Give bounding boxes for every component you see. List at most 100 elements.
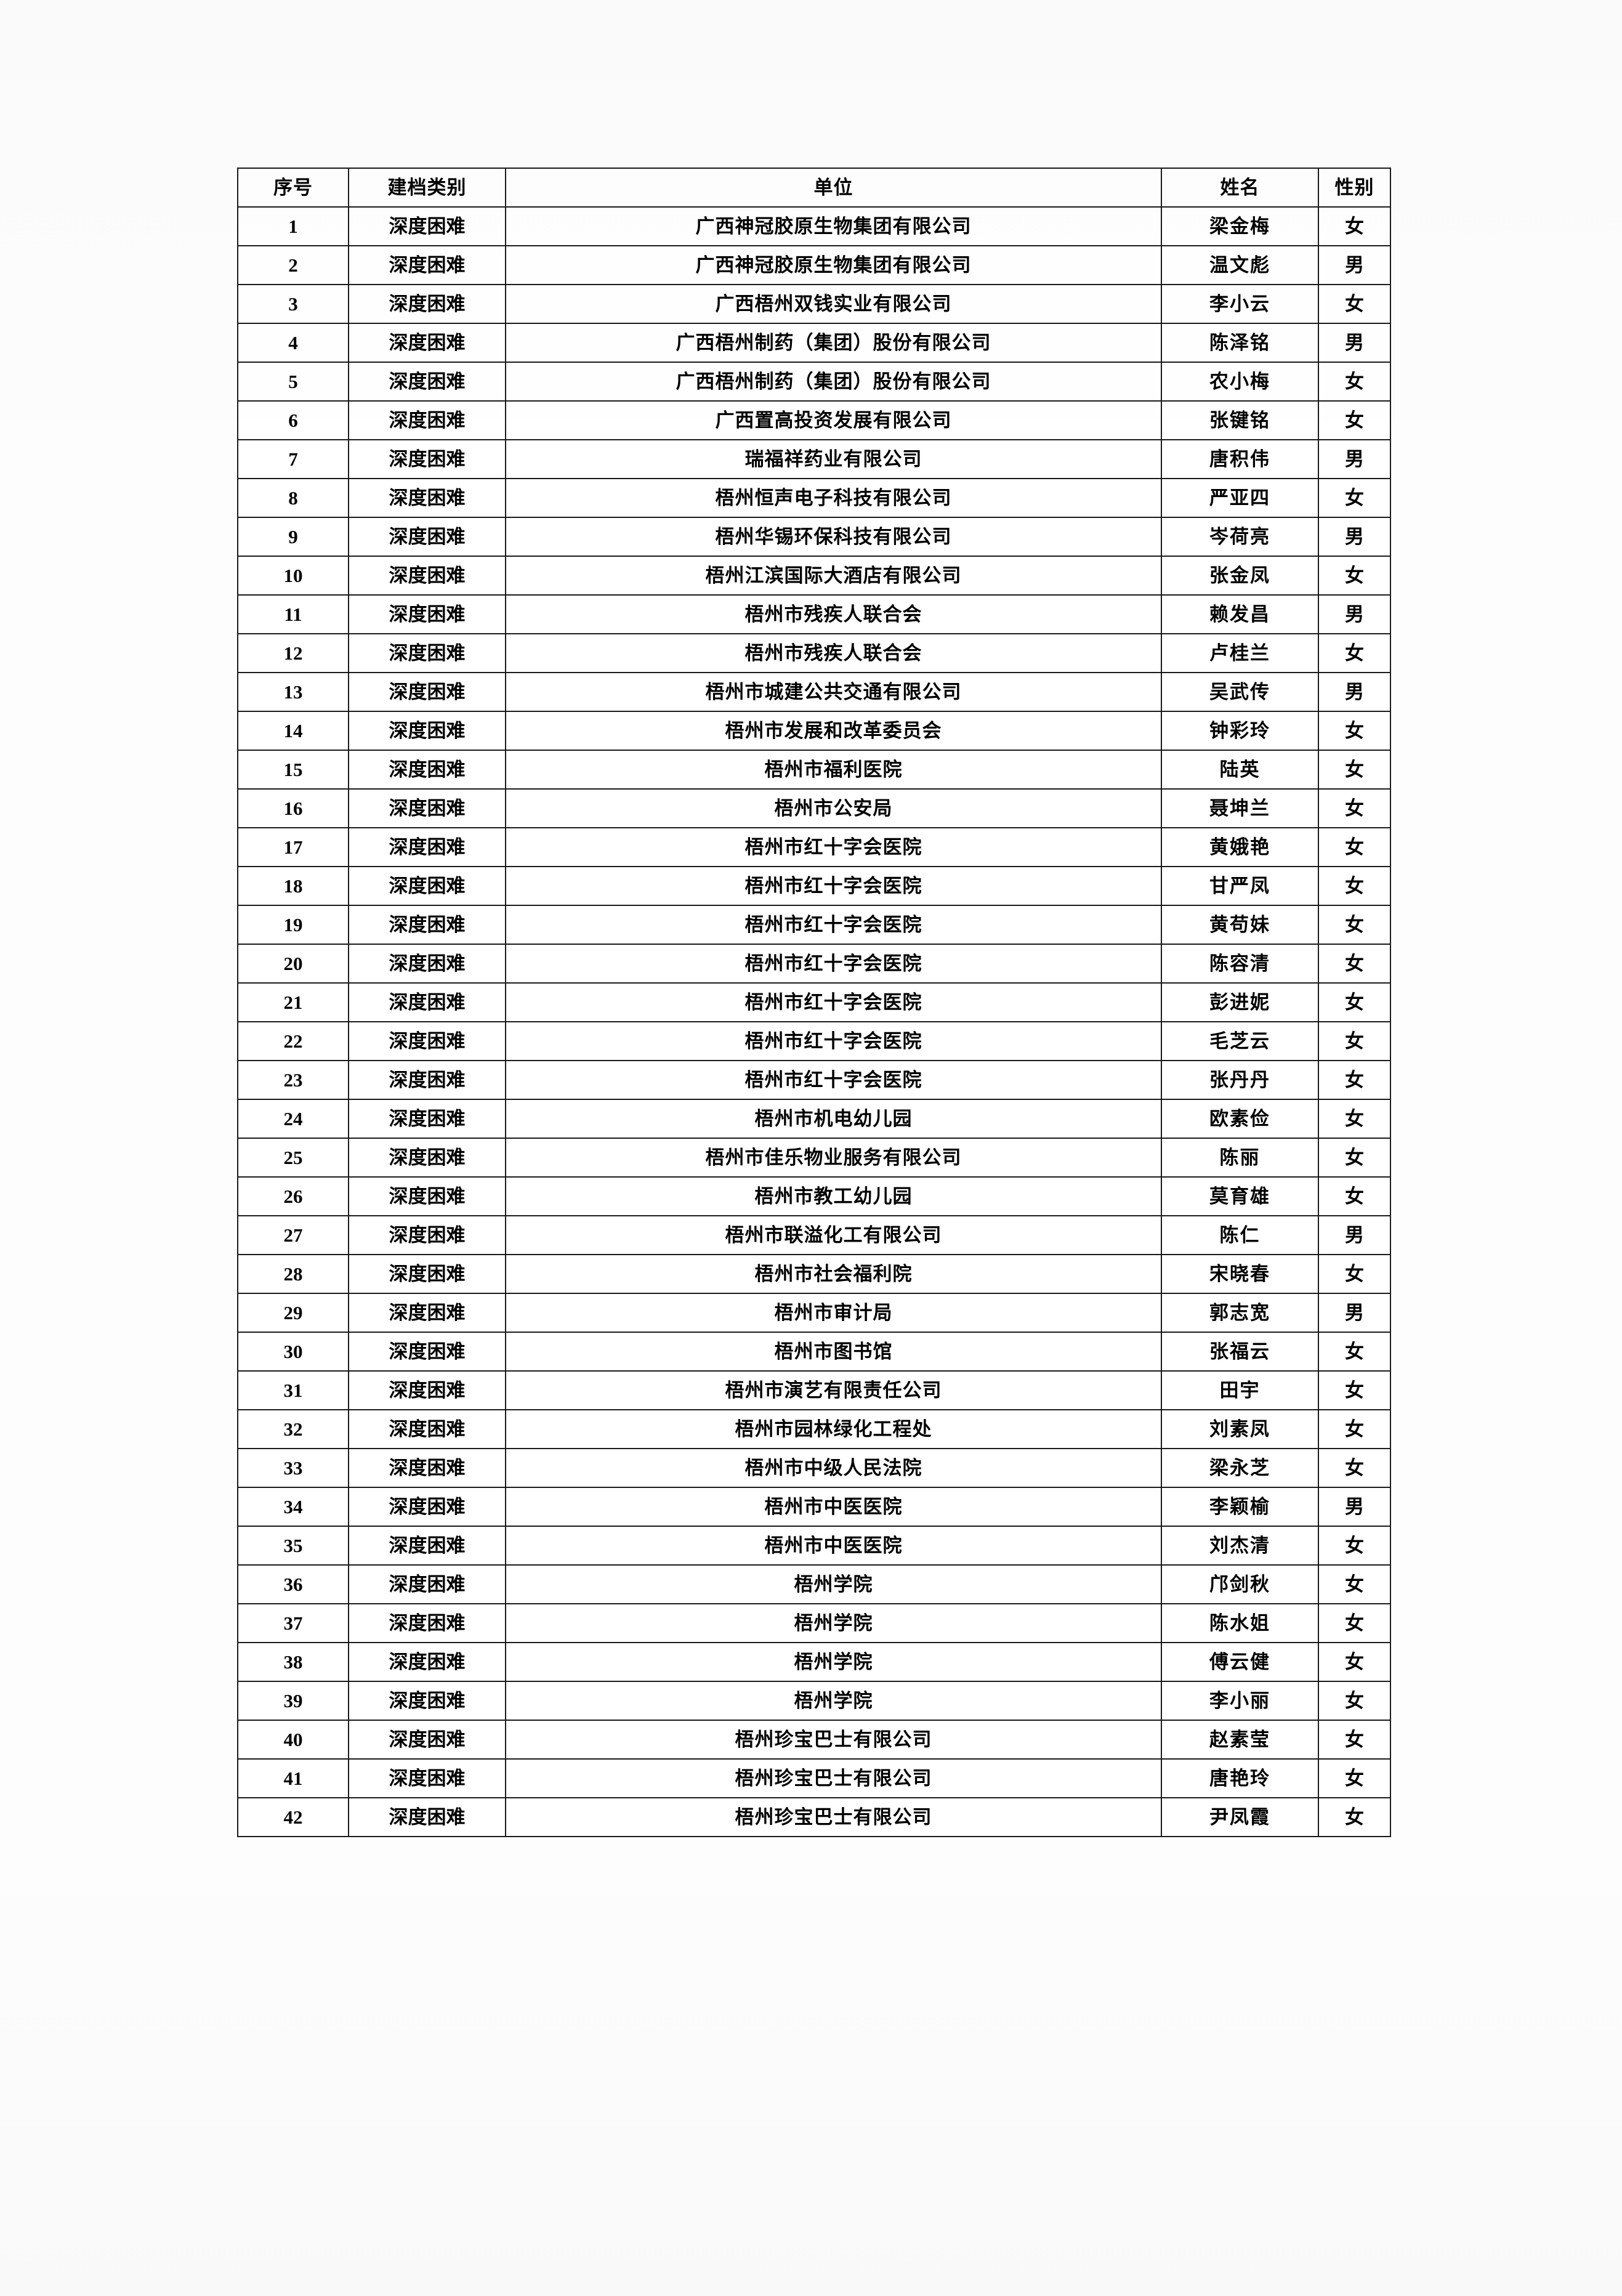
cell-category: 深度困难: [348, 206, 506, 246]
cell-gender: 女: [1318, 1526, 1391, 1566]
cell-category: 深度困难: [348, 982, 506, 1022]
cell-index: 15: [237, 750, 349, 790]
cell-category: 深度困难: [348, 1099, 506, 1139]
cell-index: 33: [237, 1448, 349, 1488]
cell-index: 38: [237, 1642, 349, 1682]
table-row: 8 深度困难 梧州恒声电子科技有限公司 严亚四女: [237, 478, 1391, 518]
cell-category: 深度困难: [348, 1215, 506, 1255]
cell-gender: 女: [1318, 1370, 1391, 1410]
table-row: 25 深度困难 梧州市佳乐物业服务有限公司 陈丽女: [237, 1138, 1391, 1178]
cell-index: 31: [237, 1370, 349, 1410]
cell-unit: 梧州市图书馆: [505, 1332, 1162, 1372]
cell-unit: 梧州华锡环保科技有限公司: [505, 517, 1162, 557]
cell-name: 张福云: [1161, 1332, 1319, 1372]
cell-unit: 梧州江滨国际大酒店有限公司: [505, 556, 1162, 596]
cell-category: 深度困难: [348, 594, 506, 634]
cell-gender: 女: [1318, 1254, 1391, 1294]
cell-unit: 广西梧州双钱实业有限公司: [505, 284, 1162, 324]
cell-gender: 女: [1318, 1332, 1391, 1372]
cell-index: 26: [237, 1176, 349, 1216]
cell-category: 深度困难: [348, 1176, 506, 1216]
cell-index: 29: [237, 1293, 349, 1333]
table-row: 41 深度困难 梧州珍宝巴士有限公司 唐艳玲女: [237, 1758, 1391, 1798]
cell-gender: 女: [1318, 206, 1391, 246]
cell-category: 深度困难: [348, 672, 506, 712]
cell-index: 9: [237, 517, 349, 557]
cell-unit: 梧州恒声电子科技有限公司: [505, 478, 1162, 518]
table-row: 3 深度困难 广西梧州双钱实业有限公司 李小云女: [237, 284, 1391, 324]
cell-name: 陈容清: [1161, 944, 1319, 984]
cell-gender: 女: [1318, 284, 1391, 324]
table-header-row: 序号 建档类别 单位 姓名 性别: [237, 168, 1391, 208]
cell-unit: 梧州市中医医院: [505, 1487, 1162, 1527]
table-row: 35 深度困难 梧州市中医医院 刘杰清女: [237, 1526, 1391, 1566]
table-row: 24 深度困难 梧州市机电幼儿园 欧素俭女: [237, 1099, 1391, 1139]
cell-unit: 梧州市佳乐物业服务有限公司: [505, 1138, 1162, 1178]
cell-gender: 女: [1318, 905, 1391, 945]
table-row: 42 深度困难 梧州珍宝巴士有限公司 尹凤霞女: [237, 1797, 1391, 1837]
cell-unit: 梧州珍宝巴士有限公司: [505, 1720, 1162, 1760]
cell-unit: 梧州市中级人民法院: [505, 1448, 1162, 1488]
cell-index: 2: [237, 245, 349, 285]
cell-category: 深度困难: [348, 1564, 506, 1604]
table-row: 34 深度困难 梧州市中医医院 李颖榆男: [237, 1487, 1391, 1527]
cell-gender: 女: [1318, 788, 1391, 828]
cell-name: 陈丽: [1161, 1138, 1319, 1178]
table-row: 13 深度困难 梧州市城建公共交通有限公司 吴武传男: [237, 672, 1391, 712]
cell-category: 深度困难: [348, 1758, 506, 1798]
table-row: 37 深度困难 梧州学院 陈水姐女: [237, 1603, 1391, 1643]
cell-category: 深度困难: [348, 362, 506, 402]
cell-gender: 女: [1318, 1758, 1391, 1798]
table-row: 7 深度困难 瑞福祥药业有限公司 唐积伟男: [237, 439, 1391, 479]
cell-name: 温文彪: [1161, 245, 1319, 285]
cell-index: 14: [237, 711, 349, 751]
cell-gender: 男: [1318, 1215, 1391, 1255]
cell-category: 深度困难: [348, 245, 506, 285]
cell-gender: 女: [1318, 1448, 1391, 1488]
cell-index: 40: [237, 1720, 349, 1760]
cell-category: 深度困难: [348, 1720, 506, 1760]
table-row: 1 深度困难 广西神冠胶原生物集团有限公司 梁金梅女: [237, 206, 1391, 246]
table-row: 9 深度困难 梧州华锡环保科技有限公司 岑荷亮男: [237, 517, 1391, 557]
cell-name: 彭进妮: [1161, 982, 1319, 1022]
cell-unit: 梧州市公安局: [505, 788, 1162, 828]
cell-category: 深度困难: [348, 1293, 506, 1333]
cell-name: 唐积伟: [1161, 439, 1319, 479]
table-row: 18 深度困难 梧州市红十字会医院 甘严凤女: [237, 866, 1391, 906]
cell-unit: 广西梧州制药（集团）股份有限公司: [505, 323, 1162, 363]
cell-gender: 男: [1318, 594, 1391, 634]
cell-index: 27: [237, 1215, 349, 1255]
cell-name: 田宇: [1161, 1370, 1319, 1410]
table-row: 38 深度困难 梧州学院 傅云健女: [237, 1642, 1391, 1682]
cell-gender: 女: [1318, 1409, 1391, 1449]
table-row: 21 深度困难 梧州市红十字会医院 彭进妮女: [237, 982, 1391, 1022]
cell-name: 赖发昌: [1161, 594, 1319, 634]
table-row: 4 深度困难 广西梧州制药（集团）股份有限公司 陈泽铭男: [237, 323, 1391, 363]
cell-name: 陈泽铭: [1161, 323, 1319, 363]
cell-index: 36: [237, 1564, 349, 1604]
roster-table-container: 序号 建档类别 单位 姓名 性别 1 深度困难 广西神冠胶原生物集团有限公司 梁金梅女…: [237, 168, 1391, 1837]
cell-index: 1: [237, 206, 349, 246]
column-header-name: 姓名: [1161, 168, 1319, 208]
cell-unit: 梧州市城建公共交通有限公司: [505, 672, 1162, 712]
cell-gender: 女: [1318, 1138, 1391, 1178]
cell-index: 11: [237, 594, 349, 634]
cell-unit: 梧州市红十字会医院: [505, 866, 1162, 906]
cell-index: 19: [237, 905, 349, 945]
cell-unit: 梧州学院: [505, 1642, 1162, 1682]
cell-gender: 男: [1318, 245, 1391, 285]
cell-index: 28: [237, 1254, 349, 1294]
cell-name: 郭志宽: [1161, 1293, 1319, 1333]
cell-unit: 梧州学院: [505, 1564, 1162, 1604]
cell-category: 深度困难: [348, 1487, 506, 1527]
cell-gender: 女: [1318, 866, 1391, 906]
table-row: 33 深度困难 梧州市中级人民法院 梁永芝女: [237, 1448, 1391, 1488]
cell-unit: 梧州市社会福利院: [505, 1254, 1162, 1294]
cell-category: 深度困难: [348, 439, 506, 479]
cell-index: 13: [237, 672, 349, 712]
cell-gender: 女: [1318, 1603, 1391, 1643]
cell-unit: 梧州市园林绿化工程处: [505, 1409, 1162, 1449]
cell-name: 岑荷亮: [1161, 517, 1319, 557]
cell-unit: 梧州市残疾人联合会: [505, 633, 1162, 673]
